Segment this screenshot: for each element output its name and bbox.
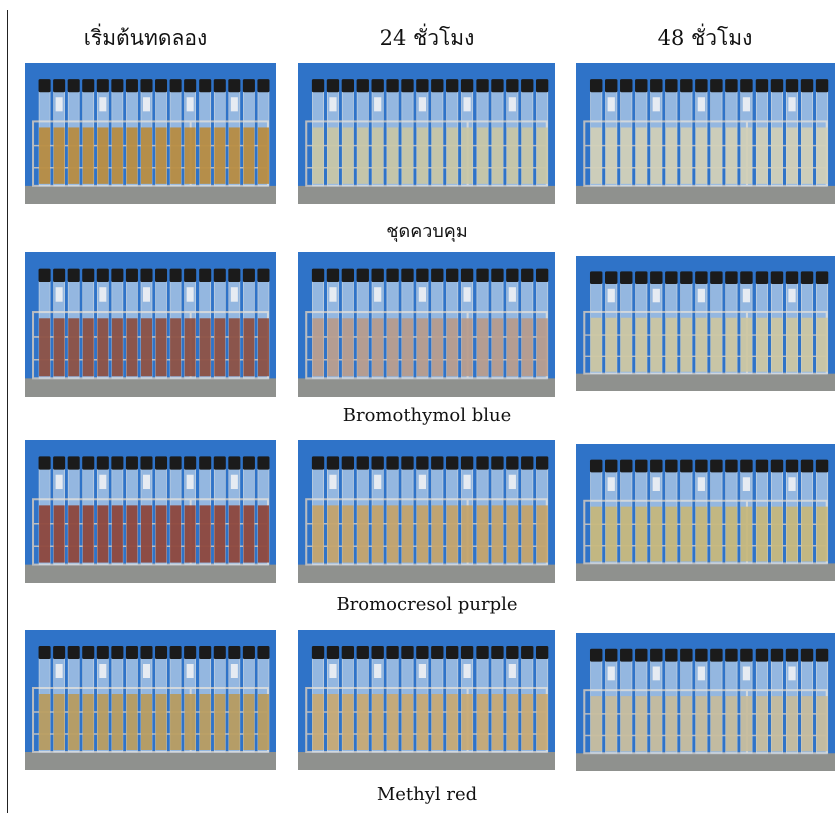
tube-rack-photo [25, 630, 276, 770]
tube-rack-photo [576, 444, 835, 581]
photo-control-24h [298, 63, 555, 204]
tube-rack-photo [576, 633, 835, 771]
row-label-methylred: Methyl red [376, 784, 478, 805]
tube-rack-photo [576, 63, 835, 204]
photo-control-48h [576, 63, 835, 204]
tube-rack-photo [25, 63, 276, 204]
photo-bromocresol-start [25, 440, 276, 583]
tube-rack-photo [25, 440, 276, 583]
row-label-control: ชุดควบคุม [386, 221, 468, 242]
column-header-48h: 48 ชั่วโมง [657, 26, 753, 50]
column-header-start: เริ่มต้นทดลอง [83, 26, 208, 50]
photo-methylred-start [25, 630, 276, 770]
photo-methylred-24h [298, 630, 555, 770]
tube-rack-photo [298, 440, 555, 583]
photo-bromothymol-48h [576, 256, 835, 391]
column-header-24h: 24 ชั่วโมง [379, 26, 475, 50]
photo-control-start [25, 63, 276, 204]
tube-rack-photo [25, 252, 276, 397]
photo-methylred-48h [576, 633, 835, 771]
photo-bromothymol-24h [298, 252, 555, 397]
tube-rack-photo [298, 63, 555, 204]
photo-bromothymol-start [25, 252, 276, 397]
figure-border [7, 10, 8, 813]
photo-bromocresol-24h [298, 440, 555, 583]
row-label-bromocresol: Bromocresol purple [336, 594, 518, 615]
photo-bromocresol-48h [576, 444, 835, 581]
tube-rack-photo [298, 630, 555, 770]
tube-rack-photo [576, 256, 835, 391]
tube-rack-photo [298, 252, 555, 397]
row-label-bromothymol: Bromothymol blue [342, 405, 512, 426]
